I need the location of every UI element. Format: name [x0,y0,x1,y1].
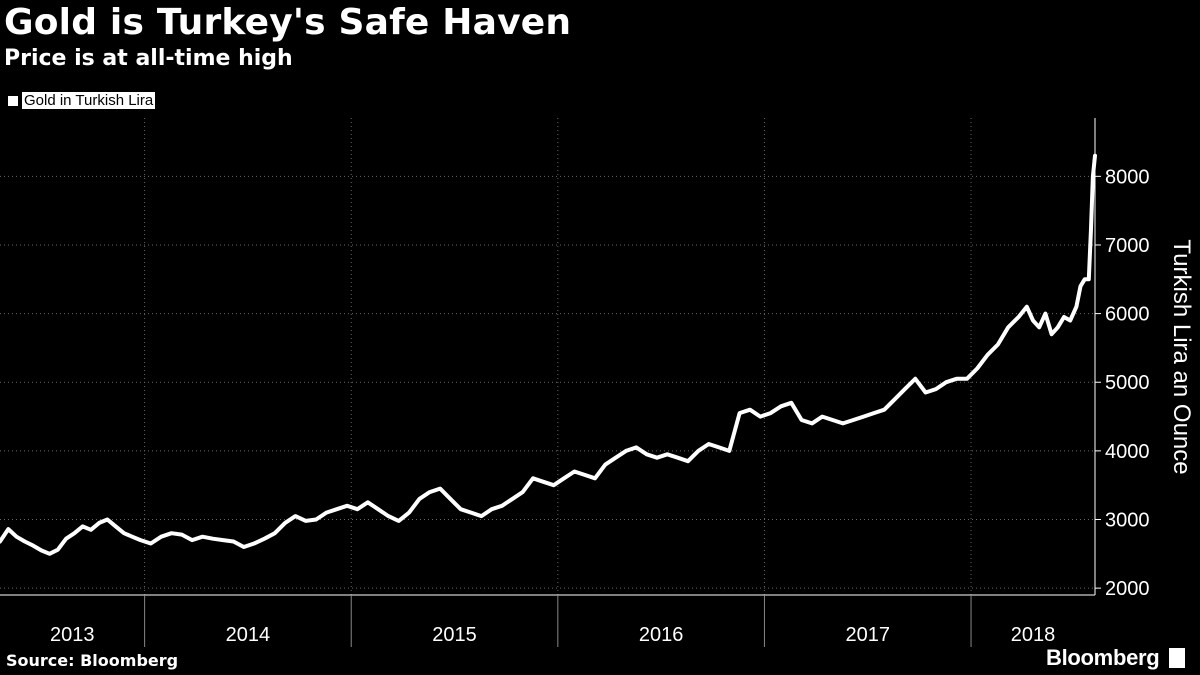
bloomberg-terminal-icon [1169,648,1186,668]
y-tick-label: 2000 [1105,578,1150,600]
grid-lines [0,118,1095,595]
x-tick-label: 2018 [1011,624,1056,646]
y-tick-label: 8000 [1105,166,1150,188]
x-tick-label: 2014 [226,624,271,646]
x-axis: 2013 2014 2015 2016 2017 2018 [0,594,1095,647]
y-tick-label: 6000 [1105,304,1150,326]
source-note: Source: Bloomberg [6,651,179,670]
brand-logo: Bloomberg [1046,645,1186,671]
legend: Gold in Turkish Lira [8,92,156,109]
y-axis: 2000 3000 4000 5000 6000 7000 8000 [1094,118,1150,600]
x-tick-label: 2016 [639,624,684,646]
x-tick-label: 2017 [845,624,890,646]
page-title: Gold is Turkey's Safe Haven [4,2,572,43]
y-tick-label: 5000 [1105,372,1150,394]
series-line-gold [0,153,1097,556]
y-tick-label: 4000 [1105,441,1150,463]
x-tick-label: 2015 [432,624,477,646]
legend-label: Gold in Turkish Lira [22,92,156,109]
brand-name: Bloomberg [1046,645,1160,670]
legend-swatch [8,95,18,106]
y-tick-label: 7000 [1105,235,1150,257]
x-tick-label: 2013 [50,624,95,646]
page-subtitle: Price is at all-time high [4,46,293,71]
y-axis-title: Turkish Lira an Ounce [1168,239,1195,474]
y-tick-label: 3000 [1105,510,1150,532]
